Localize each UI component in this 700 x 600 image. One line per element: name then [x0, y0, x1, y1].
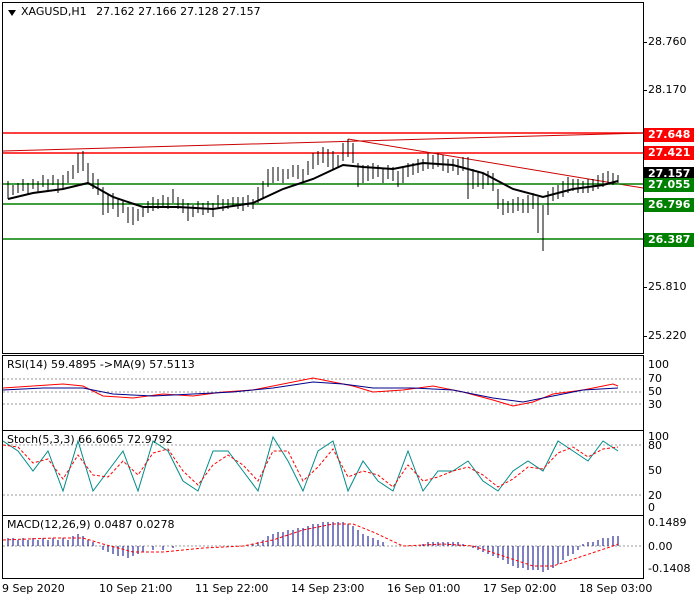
rsi-axis-label: 30 — [648, 398, 662, 411]
support-level-3-tag: 26.387 — [644, 233, 694, 247]
macd-axis-label: 0.00 — [648, 540, 673, 553]
chart-menu-arrow-icon[interactable] — [8, 10, 16, 16]
current-price-tag: 27.157 — [644, 167, 694, 181]
time-axis-label: 16 Sep 01:00 — [387, 582, 461, 595]
trend-line-upper — [3, 132, 643, 152]
rsi-axis-label: 50 — [648, 385, 662, 398]
chart-title: XAGUSD,H1 27.162 27.166 27.128 27.157 — [21, 5, 261, 18]
rsi-title: RSI(14) 59.4895 ->MA(9) 57.5113 — [7, 358, 195, 371]
time-axis-label: 11 Sep 22:00 — [195, 582, 269, 595]
macd-axis-label: -0.1408 — [648, 562, 691, 575]
price-axis-label: 28.760 — [648, 35, 687, 48]
stoch-axis-label: 20 — [648, 489, 662, 502]
stoch-signal-line — [3, 444, 619, 488]
time-axis-label: 10 Sep 21:00 — [99, 582, 173, 595]
macd-indicator-pane[interactable]: MACD(12,26,9) 0.0487 0.0278 — [2, 515, 644, 579]
time-axis-label: 17 Sep 02:00 — [483, 582, 557, 595]
stoch-chart-svg — [3, 435, 643, 496]
stoch-axis-label: 80 — [648, 439, 662, 452]
rsi-line — [3, 377, 619, 407]
rsi-ma-line — [3, 381, 619, 403]
trend-line-down — [347, 138, 643, 189]
ohlc-values: 27.162 27.166 27.128 27.157 — [96, 5, 261, 18]
rsi-axis-top-label: 100 — [648, 358, 669, 371]
price-axis-label: 25.810 — [648, 280, 687, 293]
price-axis-label: 25.220 — [648, 329, 687, 342]
stoch-axis-label: 100 — [648, 430, 669, 443]
macd-axis-label: 0.1489 — [648, 516, 687, 529]
price-chart-svg — [3, 132, 643, 251]
macd-chart-svg — [3, 522, 643, 572]
resistance-level-1-tag: 27.421 — [644, 146, 694, 160]
stoch-axis-label: 0 — [648, 501, 655, 514]
stoch-axis-label: 50 — [648, 464, 662, 477]
macd-title: MACD(12,26,9) 0.0487 0.0278 — [7, 518, 175, 531]
price-axis-label: 28.170 — [648, 83, 687, 96]
macd-signal-line — [3, 523, 619, 567]
support-level-2-tag: 26.796 — [644, 198, 694, 212]
moving-average-line — [7, 161, 619, 211]
rsi-indicator-pane[interactable]: RSI(14) 59.4895 ->MA(9) 57.5113 — [2, 355, 644, 431]
rsi-chart-svg — [3, 377, 643, 407]
time-axis-label: 18 Sep 03:00 — [579, 582, 653, 595]
time-axis-label: 14 Sep 23:00 — [291, 582, 365, 595]
time-axis-label: 9 Sep 2020 — [2, 582, 65, 595]
candles — [7, 139, 619, 251]
stochastic-indicator-pane[interactable]: Stoch(5,3,3) 66.6065 72.9792 — [2, 430, 644, 516]
resistance-level-2-tag: 27.648 — [644, 128, 694, 142]
price-chart-pane[interactable]: XAGUSD,H1 27.162 27.166 27.128 27.157 — [2, 2, 644, 354]
stoch-title: Stoch(5,3,3) 66.6065 72.9792 — [7, 433, 173, 446]
symbol-label: XAGUSD,H1 — [21, 5, 87, 18]
macd-histogram — [7, 522, 619, 572]
rsi-axis-label: 70 — [648, 372, 662, 385]
stoch-main-line — [3, 435, 619, 493]
support-level-1-tag: 27.055 — [644, 178, 694, 192]
